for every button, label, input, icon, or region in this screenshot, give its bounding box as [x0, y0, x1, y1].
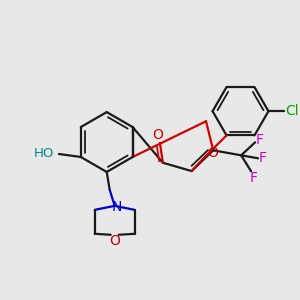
Text: O: O — [109, 234, 120, 248]
Text: Cl: Cl — [286, 104, 299, 118]
Text: F: F — [256, 133, 264, 147]
Text: N: N — [112, 200, 122, 214]
Text: HO: HO — [34, 148, 54, 160]
Text: O: O — [207, 146, 218, 160]
Text: O: O — [152, 128, 163, 142]
Text: F: F — [250, 171, 258, 185]
Text: F: F — [259, 151, 267, 165]
